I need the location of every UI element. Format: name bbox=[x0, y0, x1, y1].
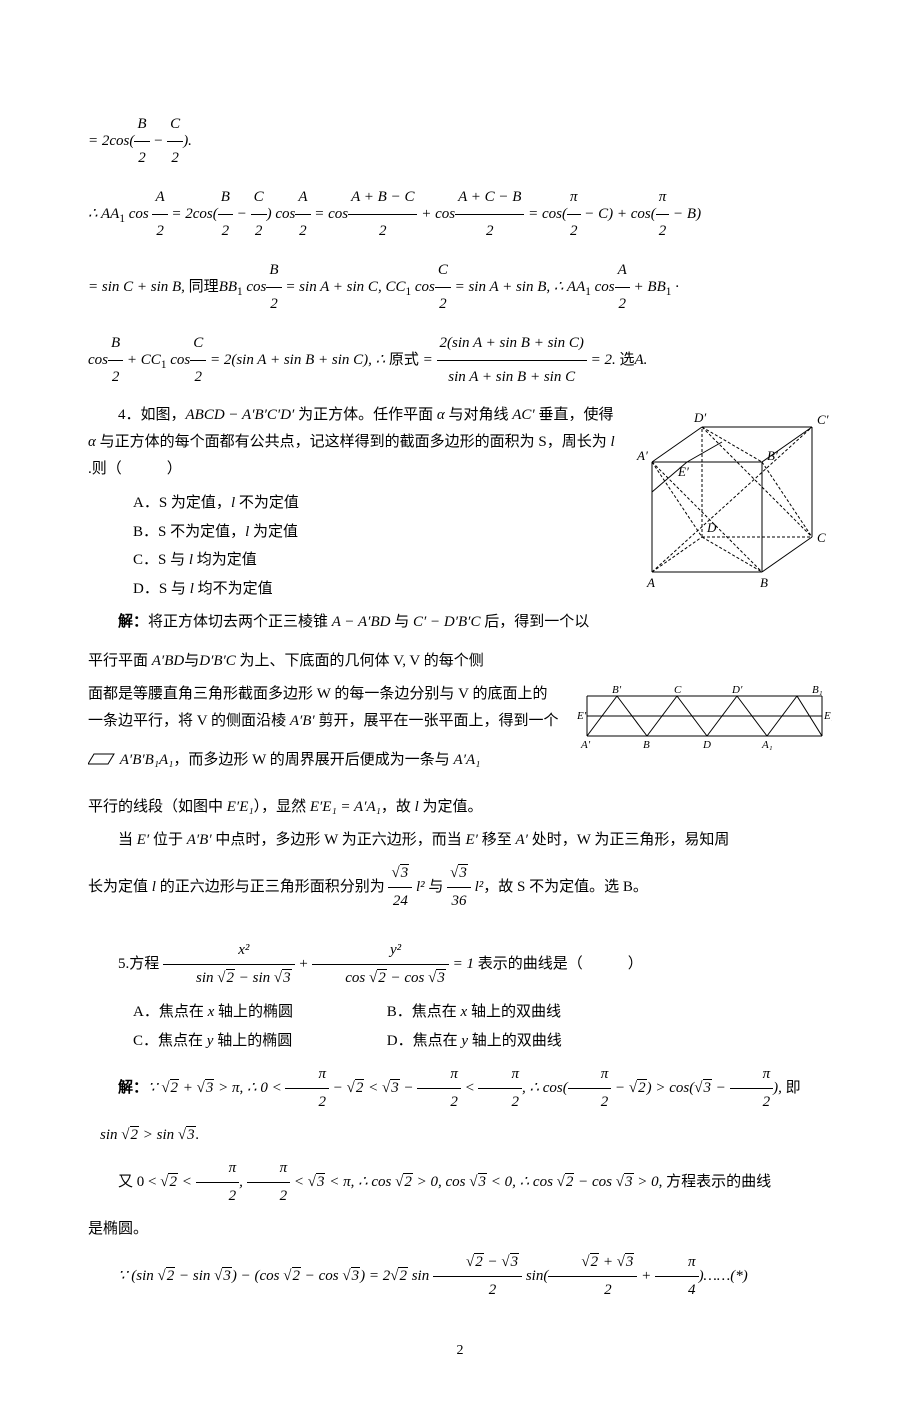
option-c: C．焦点在 y 轴上的椭圆 bbox=[133, 1027, 383, 1056]
q4-text-part: 与正方体的每个面都有公共点，记这样得到的截面多边形的面积为 S，周长为 bbox=[96, 434, 611, 450]
svg-text:C′: C′ bbox=[817, 412, 829, 427]
math-line: = sin C + sin B, 同理BB1 cosB2 = sin A + s… bbox=[88, 254, 832, 321]
svg-text:B: B bbox=[643, 739, 650, 751]
q5-sol-1: 解：∵ √2 + √3 > π, ∴ 0 < π2 − √2 < √3 − π2… bbox=[88, 1061, 832, 1116]
svg-text:D′: D′ bbox=[731, 684, 743, 696]
svg-text:E₁: E₁ bbox=[823, 710, 832, 722]
svg-text:D: D bbox=[706, 520, 717, 535]
q4-solution-2: 平行平面 A′BD与D′B′C 为上、下底面的几何体 V, V 的每个侧 bbox=[88, 648, 832, 675]
q5-sol-3b: 是椭圆。 bbox=[88, 1216, 832, 1243]
question-4: A B C D A′ B′ C′ D′ E′ 4．如图，ABCD − A′B′C… bbox=[88, 402, 832, 915]
q5-sol-3: 又 0 < √2 < π2, π2 < √3 < π, ∴ cos √2 > 0… bbox=[88, 1155, 832, 1210]
math-line: cosB2 + CC1 cosC2 = 2(sin A + sin B + si… bbox=[88, 327, 832, 394]
svg-text:A′: A′ bbox=[580, 739, 591, 751]
option-a: A．S 为定值，l 不为定值 bbox=[133, 489, 383, 518]
math-line: ∴ AA1 cos A2 = 2cos(B2 − C2) cosA2 = cos… bbox=[88, 181, 832, 248]
option-a: A．焦点在 x 轴上的椭圆 bbox=[133, 998, 383, 1027]
q4-solution-1: 解：将正方体切去两个正三棱锥 A − A′BD 与 C′ − D′B′C 后，得… bbox=[88, 609, 832, 636]
svg-text:C: C bbox=[674, 684, 682, 696]
q4-solution-6: 当 E′ 位于 A′B′ 中点时，多边形 W 为正六边形，而当 E′ 移至 A′… bbox=[88, 827, 832, 854]
parallelogram-icon bbox=[88, 749, 116, 776]
q4-solution-5: 平行的线段（如图中 E′E₁），显然 E′E₁ = A′A₁，故 l 为定值。 bbox=[88, 794, 832, 821]
q4-solution-7: 长为定值 l 的正六边形与正三角形面积分别为 √324 l² 与 √336 l²… bbox=[88, 860, 832, 915]
svg-text:D: D bbox=[702, 739, 711, 751]
svg-text:E′: E′ bbox=[677, 464, 689, 479]
math-derivation-block: = 2cos(B2 − C2). ∴ AA1 cos A2 = 2cos(B2 … bbox=[88, 108, 832, 394]
svg-text:C: C bbox=[817, 530, 826, 545]
svg-text:B′: B′ bbox=[612, 684, 622, 696]
page-number: 2 bbox=[88, 1310, 832, 1362]
option-d: D．S 与 l 均不为定值 bbox=[133, 575, 383, 604]
q5-sol-2: sin √2 > sin √3. bbox=[88, 1122, 832, 1149]
svg-text:B′: B′ bbox=[767, 448, 778, 463]
option-d: D．焦点在 y 轴上的双曲线 bbox=[387, 1027, 637, 1056]
svg-text:B: B bbox=[760, 575, 768, 590]
svg-text:A: A bbox=[646, 575, 655, 590]
svg-text:E′: E′ bbox=[577, 710, 587, 722]
math-line: = 2cos(B2 − C2). bbox=[88, 108, 832, 175]
option-c: C．S 与 l 均为定值 bbox=[133, 546, 383, 575]
question-5: 5.方程 x²sin √2 − sin √3 + y²cos √2 − cos … bbox=[88, 937, 832, 1304]
q5-equation: 5.方程 x²sin √2 − sin √3 + y²cos √2 − cos … bbox=[88, 937, 832, 992]
strip-figure: B′ C D′ B₁ E′ E₁ A′ B D A₁ bbox=[577, 681, 832, 759]
q5-options: A．焦点在 x 轴上的椭圆 B．焦点在 x 轴上的双曲线 C．焦点在 y 轴上的… bbox=[133, 998, 832, 1055]
option-b: B．S 不为定值，l 为定值 bbox=[133, 518, 383, 547]
svg-text:D′: D′ bbox=[693, 410, 706, 425]
svg-text:A₁: A₁ bbox=[761, 739, 773, 751]
q5-sol-4: ∵ (sin √2 − sin √3) − (cos √2 − cos √3) … bbox=[88, 1249, 832, 1304]
cube-figure: A B C D A′ B′ C′ D′ E′ bbox=[632, 402, 832, 600]
svg-text:B₁: B₁ bbox=[812, 684, 823, 696]
option-b: B．焦点在 x 轴上的双曲线 bbox=[387, 998, 637, 1027]
svg-text:A′: A′ bbox=[636, 448, 648, 463]
